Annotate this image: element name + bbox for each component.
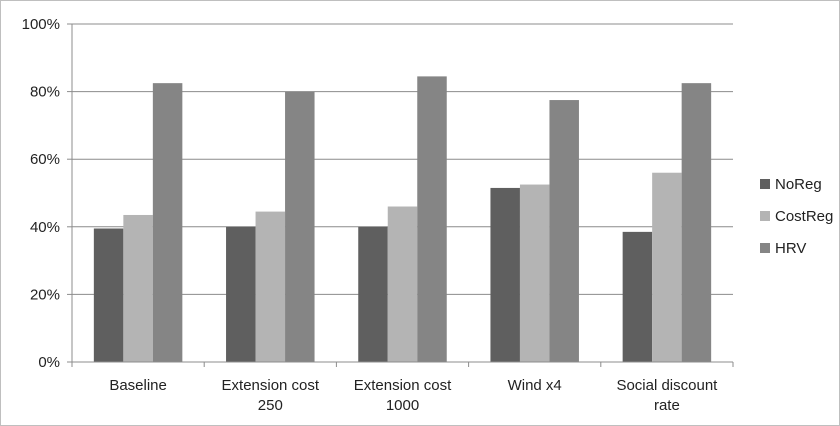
axes: 0% 20% 40% 60% 80% 100% Baseline Extension cost…	[22, 16, 734, 414]
bar-costreg	[519, 184, 550, 362]
x-tick-label: Wind x4	[508, 377, 562, 394]
x-tick-label: Social discount rate	[616, 377, 718, 414]
y-tick-label: 60%	[30, 151, 60, 168]
bar-noreg	[490, 187, 520, 362]
x-tick-label-line: rate	[654, 397, 680, 414]
legend-swatch-hrv	[760, 243, 770, 253]
legend-label-costreg: CostReg	[775, 208, 833, 225]
bar-costreg	[652, 172, 682, 362]
bar-costreg	[387, 206, 418, 362]
legend: NoReg CostReg HRV	[760, 176, 833, 257]
bar-hrv	[681, 83, 712, 363]
y-tick-label: 0%	[38, 354, 60, 371]
y-tick-label: 20%	[30, 286, 60, 303]
x-tick-label-line: Baseline	[109, 377, 167, 394]
y-tick-label: 40%	[30, 219, 60, 236]
bar-hrv	[417, 76, 447, 362]
bar-costreg	[255, 211, 286, 362]
x-tick-label-line: Extension cost	[354, 377, 452, 394]
y-tick-label: 100%	[22, 16, 60, 33]
legend-label-hrv: HRV	[775, 240, 806, 257]
bar-hrv	[152, 83, 183, 363]
bar-hrv	[549, 100, 579, 363]
bar-costreg	[123, 214, 153, 362]
y-tick-label: 80%	[30, 84, 60, 101]
legend-label-noreg: NoReg	[775, 176, 822, 193]
bar-noreg	[93, 228, 124, 362]
x-tick-label-line: Extension cost	[222, 377, 320, 394]
x-tick-label: Extension cost 1000	[354, 377, 452, 414]
x-tick-label-line: Wind x4	[508, 377, 562, 394]
bar-noreg	[358, 226, 388, 362]
x-tick-label: Baseline	[109, 377, 167, 394]
x-tick-label-line: Social discount	[616, 377, 718, 394]
bars	[93, 76, 712, 363]
legend-swatch-noreg	[760, 179, 770, 189]
x-tick-label-line: 1000	[386, 397, 419, 414]
x-tick-label: Extension cost 250	[222, 377, 320, 414]
bar-noreg	[226, 226, 256, 362]
bar-hrv	[285, 91, 315, 362]
x-tick-label-line: 250	[258, 397, 283, 414]
legend-swatch-costreg	[760, 211, 770, 221]
bar-noreg	[622, 231, 653, 362]
